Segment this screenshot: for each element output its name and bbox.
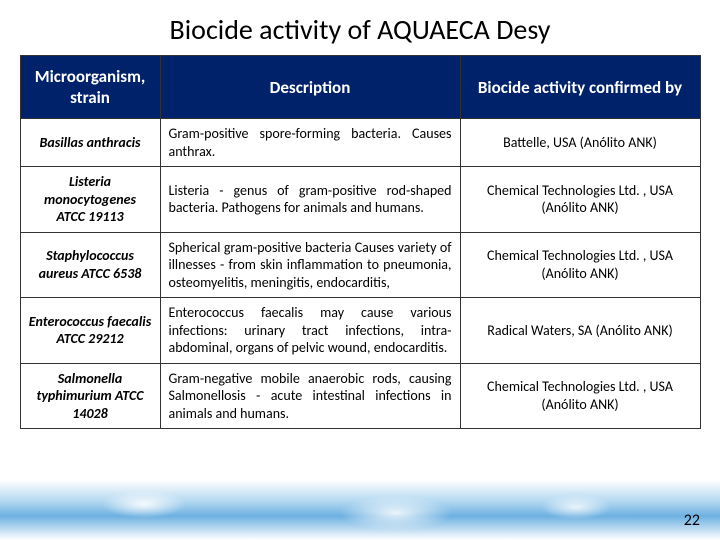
confirmed-cell: Chemical Technologies Ltd. , USA (Anólit… (460, 232, 700, 298)
table-row: Enterococcus faecalis ATCC 29212 Enteroc… (20, 298, 700, 364)
description-cell: Spherical gram-positive bacteria Causes … (160, 232, 460, 298)
confirmed-cell: Chemical Technologies Ltd. , USA (Anólit… (460, 363, 700, 429)
table-row: Staphylococcus aureus ATCC 6538 Spherica… (20, 232, 700, 298)
table-header-row: Microorganism, strain Description Biocid… (20, 56, 700, 119)
biocide-table: Microorganism, strain Description Biocid… (20, 55, 701, 429)
organism-cell: Enterococcus faecalis ATCC 29212 (20, 298, 160, 364)
page-number: 22 (684, 511, 700, 530)
description-cell: Gram-positive spore-forming bacteria. Ca… (160, 119, 460, 167)
confirmed-cell: Chemical Technologies Ltd. , USA (Anólit… (460, 167, 700, 233)
table-row: Basillas anthracis Gram-positive spore-f… (20, 119, 700, 167)
table-row: Salmonella typhimurium ATCC 14028 Gram-n… (20, 363, 700, 429)
confirmed-cell: Battelle, USA (Anólito ANK) (460, 119, 700, 167)
description-cell: Gram-negative mobile anaerobic rods, cau… (160, 363, 460, 429)
description-cell: Enterococcus faecalis may cause various … (160, 298, 460, 364)
organism-cell: Basillas anthracis (20, 119, 160, 167)
header-confirmed: Biocide activity confirmed by (460, 56, 700, 119)
organism-cell: Listeria monocytogenes ATCC 19113 (20, 167, 160, 233)
water-background (0, 480, 720, 540)
confirmed-cell: Radical Waters, SA (Anólito ANK) (460, 298, 700, 364)
description-cell: Listeria - genus of gram-positive rod-sh… (160, 167, 460, 233)
page-title: Biocide activity of AQUAECA Desy (0, 0, 720, 55)
header-organism: Microorganism, strain (20, 56, 160, 119)
header-description: Description (160, 56, 460, 119)
table-row: Listeria monocytogenes ATCC 19113 Lister… (20, 167, 700, 233)
organism-cell: Salmonella typhimurium ATCC 14028 (20, 363, 160, 429)
organism-cell: Staphylococcus aureus ATCC 6538 (20, 232, 160, 298)
